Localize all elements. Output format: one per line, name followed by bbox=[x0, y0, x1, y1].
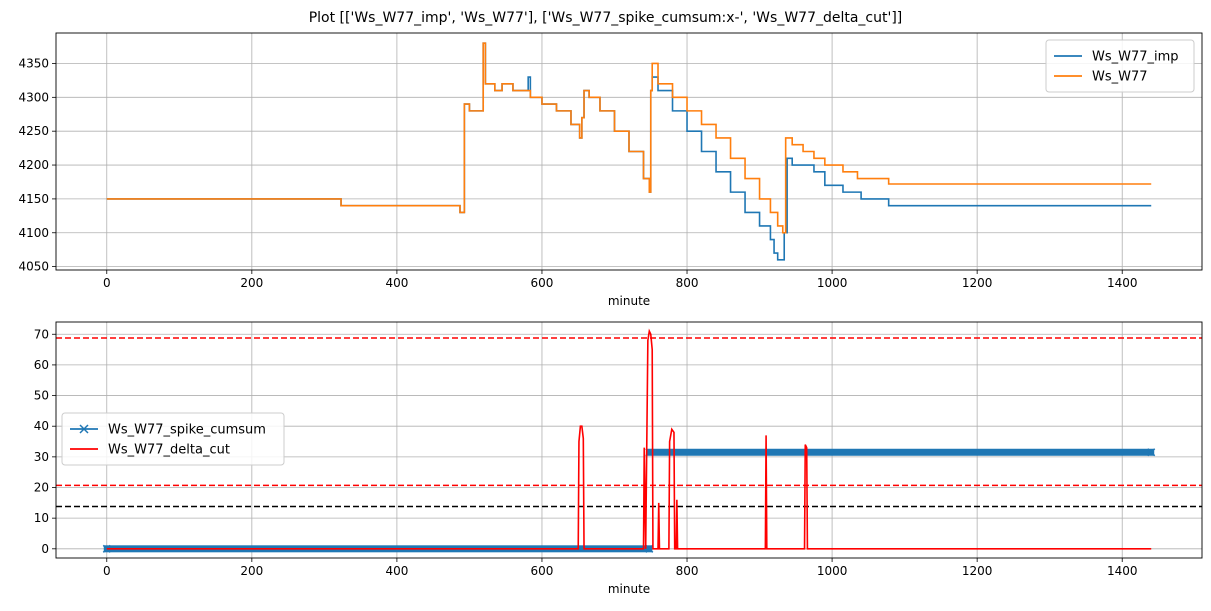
y-tick-label: 4150 bbox=[18, 192, 49, 206]
x-tick-label: 1400 bbox=[1107, 276, 1138, 290]
series-ws-w77-spike-cumsum-markers bbox=[646, 448, 1155, 456]
x-tick-label: 600 bbox=[531, 564, 554, 578]
y-tick-label: 60 bbox=[34, 358, 49, 372]
legend-label: Ws_W77_delta_cut bbox=[108, 443, 230, 458]
x-tick-label: 1400 bbox=[1107, 564, 1138, 578]
y-tick-label: 20 bbox=[34, 481, 49, 495]
legend-box bbox=[61, 412, 285, 466]
x-tick-label: 0 bbox=[103, 276, 111, 290]
x-tick-label: 200 bbox=[240, 564, 263, 578]
legend-label: Ws_W77_imp bbox=[1092, 50, 1179, 65]
panel-1: 0 200 400 600 800 1000 1200 1400 4050 4100 4150 420… bbox=[18, 32, 1203, 308]
x-tick-label: 600 bbox=[531, 276, 554, 290]
plot-area bbox=[56, 328, 1202, 553]
y-tick-label: 4200 bbox=[18, 158, 49, 172]
axes-frame bbox=[55, 321, 1203, 559]
series-ws-w77-delta-cut-line bbox=[106, 328, 1152, 550]
x-tick-label: 200 bbox=[240, 276, 263, 290]
panel-2: 0 200 400 600 800 1000 1200 1400 0 10 20 30 40 50 60 70… bbox=[34, 321, 1203, 596]
plot-area bbox=[106, 42, 1152, 261]
legend-label: Ws_W77 bbox=[1092, 70, 1148, 85]
y-tick-label: 40 bbox=[34, 419, 49, 433]
y-tick-label: 4300 bbox=[18, 90, 49, 104]
series-ws-w77-spike-cumsum-marker bbox=[645, 544, 654, 553]
x-axis-label: minute bbox=[608, 294, 650, 308]
x-tick-label: 400 bbox=[385, 564, 408, 578]
x-tick-label: 1000 bbox=[817, 564, 848, 578]
legend-label: Ws_W77_spike_cumsum bbox=[108, 423, 266, 438]
y-tick-label: 4100 bbox=[18, 226, 49, 240]
figure-title: Plot [['Ws_W77_imp', 'Ws_W77'], ['Ws_W77… bbox=[309, 10, 903, 26]
y-tick-label: 4350 bbox=[18, 56, 49, 70]
x-tick-label: 1200 bbox=[962, 564, 993, 578]
x-tick-label: 800 bbox=[676, 564, 699, 578]
series-ws-w77-spike-cumsum-marker bbox=[102, 544, 111, 553]
y-tick-label: 30 bbox=[34, 450, 49, 464]
y-tick-label: 4250 bbox=[18, 124, 49, 138]
series-ws-w77-line bbox=[106, 42, 1152, 234]
legend: Ws_W77_spike_cumsum Ws_W77_delta_cut bbox=[61, 412, 285, 466]
y-tick-label: 10 bbox=[34, 511, 49, 525]
x-axis-label: minute bbox=[608, 582, 650, 596]
y-tick-label: 70 bbox=[34, 327, 49, 341]
y-tick-label: 50 bbox=[34, 389, 49, 403]
legend: Ws_W77_imp Ws_W77 bbox=[1045, 39, 1195, 93]
y-tick-label: 4050 bbox=[18, 260, 49, 274]
legend-box bbox=[1045, 39, 1195, 93]
x-tick-label: 0 bbox=[103, 564, 111, 578]
legend-marker bbox=[79, 424, 89, 434]
axes-frame bbox=[55, 32, 1203, 271]
series-ws-w77-spike-cumsum-marker bbox=[1147, 448, 1156, 457]
x-tick-label: 1200 bbox=[962, 276, 993, 290]
x-tick-label: 400 bbox=[385, 276, 408, 290]
y-tick-label: 0 bbox=[41, 542, 49, 556]
x-tick-label: 1000 bbox=[817, 276, 848, 290]
x-tick-label: 800 bbox=[676, 276, 699, 290]
